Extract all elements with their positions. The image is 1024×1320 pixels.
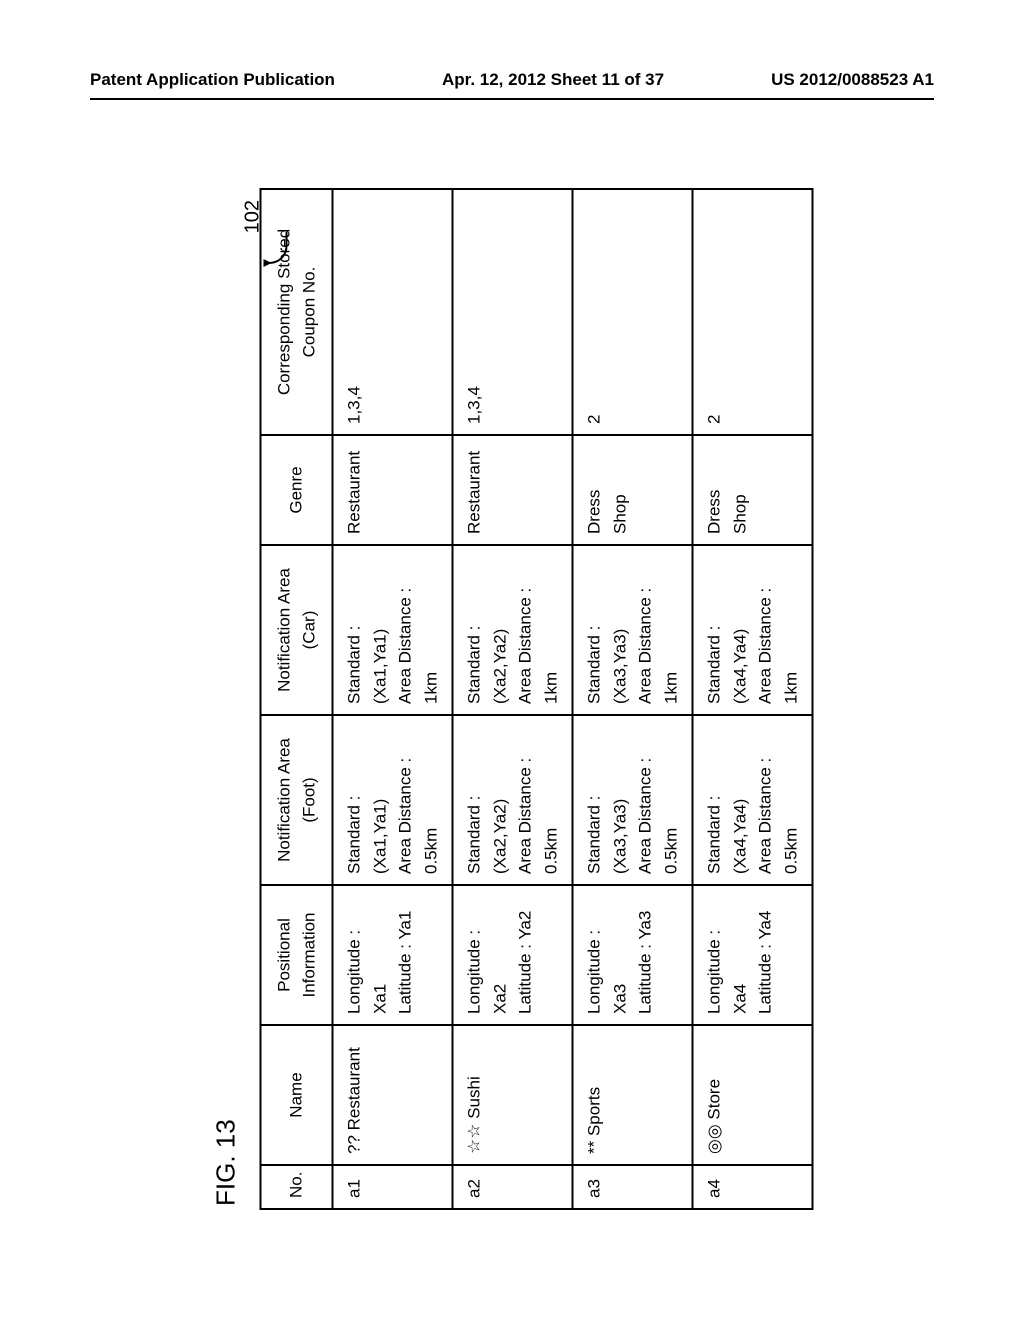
foot-line2: Area Distance : 0.5km	[513, 726, 564, 874]
pos-line1: Longitude : Xa2	[462, 896, 513, 1014]
col-name: Name	[261, 1025, 333, 1165]
cell-name: ☆☆ Sushi	[453, 1025, 573, 1165]
header-left: Patent Application Publication	[90, 70, 335, 90]
cell-genre: Dress Shop	[573, 435, 693, 545]
cell-car: Standard : (Xa1,Ya1) Area Distance : 1km	[333, 545, 453, 715]
col-notif-car: Notification Area (Car)	[261, 545, 333, 715]
pos-line1: Longitude : Xa1	[342, 896, 393, 1014]
foot-line2: Area Distance : 0.5km	[633, 726, 684, 874]
foot-line2: Area Distance : 0.5km	[753, 726, 804, 874]
table-row: a4 ◎◎ Store Longitude : Xa4 Latitude : Y…	[693, 189, 813, 1209]
car-line2: Area Distance : 1km	[513, 556, 564, 704]
cell-foot: Standard : (Xa1,Ya1) Area Distance : 0.5…	[333, 715, 453, 885]
cell-coupon: 1,3,4	[333, 189, 453, 435]
car-line2: Area Distance : 1km	[393, 556, 444, 704]
car-line2: Area Distance : 1km	[753, 556, 804, 704]
col-positional: Positional Information	[261, 885, 333, 1025]
cell-no: a1	[333, 1165, 453, 1209]
cell-foot: Standard : (Xa2,Ya2) Area Distance : 0.5…	[453, 715, 573, 885]
page-header: Patent Application Publication Apr. 12, …	[0, 70, 1024, 90]
table-body: a1 ?? Restaurant Longitude : Xa1 Latitud…	[333, 189, 813, 1209]
cell-genre: Restaurant	[333, 435, 453, 545]
header-rule	[90, 98, 934, 100]
figure-inner: FIG. 13 102 No. Name Positional Informat…	[211, 190, 814, 1210]
cell-pos: Longitude : Xa4 Latitude : Ya4	[693, 885, 813, 1025]
header-center: Apr. 12, 2012 Sheet 11 of 37	[442, 70, 664, 90]
cell-name: ** Sports	[573, 1025, 693, 1165]
foot-line1: Standard : (Xa4,Ya4)	[702, 726, 753, 874]
figure-container: FIG. 13 102 No. Name Positional Informat…	[211, 190, 814, 1210]
cell-name: ◎◎ Store	[693, 1025, 813, 1165]
cell-pos: Longitude : Xa3 Latitude : Ya3	[573, 885, 693, 1025]
pos-line2: Latitude : Ya3	[633, 896, 659, 1014]
patent-page: Patent Application Publication Apr. 12, …	[0, 0, 1024, 1320]
cell-pos: Longitude : Xa1 Latitude : Ya1	[333, 885, 453, 1025]
figure-label: FIG. 13	[211, 190, 242, 1206]
pos-line2: Latitude : Ya2	[513, 896, 539, 1014]
table-row: a2 ☆☆ Sushi Longitude : Xa2 Latitude : Y…	[453, 189, 573, 1209]
car-line1: Standard : (Xa1,Ya1)	[342, 556, 393, 704]
col-genre: Genre	[261, 435, 333, 545]
cell-foot: Standard : (Xa3,Ya3) Area Distance : 0.5…	[573, 715, 693, 885]
header-right: US 2012/0088523 A1	[771, 70, 934, 90]
pos-line1: Longitude : Xa3	[582, 896, 633, 1014]
table-header-row: No. Name Positional Information Notifica…	[261, 189, 333, 1209]
cell-name: ?? Restaurant	[333, 1025, 453, 1165]
table-row: a1 ?? Restaurant Longitude : Xa1 Latitud…	[333, 189, 453, 1209]
col-coupon: Corresponding Stored Coupon No.	[261, 189, 333, 435]
cell-genre: Restaurant	[453, 435, 573, 545]
data-table: No. Name Positional Information Notifica…	[260, 188, 814, 1210]
pos-line2: Latitude : Ya1	[393, 896, 419, 1014]
pos-line1: Longitude : Xa4	[702, 896, 753, 1014]
cell-car: Standard : (Xa3,Ya3) Area Distance : 1km	[573, 545, 693, 715]
table-row: a3 ** Sports Longitude : Xa3 Latitude : …	[573, 189, 693, 1209]
cell-car: Standard : (Xa2,Ya2) Area Distance : 1km	[453, 545, 573, 715]
cell-coupon: 2	[693, 189, 813, 435]
cell-coupon: 1,3,4	[453, 189, 573, 435]
foot-line1: Standard : (Xa1,Ya1)	[342, 726, 393, 874]
foot-line2: Area Distance : 0.5km	[393, 726, 444, 874]
col-notif-foot: Notification Area (Foot)	[261, 715, 333, 885]
car-line1: Standard : (Xa4,Ya4)	[702, 556, 753, 704]
pos-line2: Latitude : Ya4	[753, 896, 779, 1014]
car-line1: Standard : (Xa3,Ya3)	[582, 556, 633, 704]
cell-car: Standard : (Xa4,Ya4) Area Distance : 1km	[693, 545, 813, 715]
table-wrap: 102 No. Name Positional Information Noti…	[260, 190, 814, 1210]
cell-no: a4	[693, 1165, 813, 1209]
car-line1: Standard : (Xa2,Ya2)	[462, 556, 513, 704]
cell-genre: Dress Shop	[693, 435, 813, 545]
col-no: No.	[261, 1165, 333, 1209]
foot-line1: Standard : (Xa3,Ya3)	[582, 726, 633, 874]
cell-coupon: 2	[573, 189, 693, 435]
cell-foot: Standard : (Xa4,Ya4) Area Distance : 0.5…	[693, 715, 813, 885]
cell-pos: Longitude : Xa2 Latitude : Ya2	[453, 885, 573, 1025]
foot-line1: Standard : (Xa2,Ya2)	[462, 726, 513, 874]
car-line2: Area Distance : 1km	[633, 556, 684, 704]
cell-no: a2	[453, 1165, 573, 1209]
cell-no: a3	[573, 1165, 693, 1209]
